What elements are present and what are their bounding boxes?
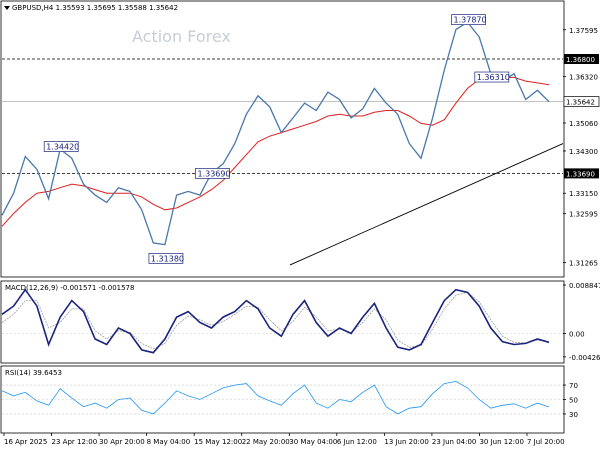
trendline <box>289 143 564 266</box>
rsi-tick-label: 30 <box>569 411 578 419</box>
date-tick-label: 7 Jul 20:00 <box>527 438 565 446</box>
price-pane-frame <box>0 0 565 278</box>
macd-tick-label: -0.004262 <box>569 354 600 362</box>
rsi-tick-label: 70 <box>569 382 578 390</box>
level-price-label: 1.36800 <box>566 56 595 64</box>
date-tick-label: 23 Jun 04:00 <box>432 438 476 446</box>
price-tick-label: 1.32595 <box>569 211 598 219</box>
symbol-dropdown-icon[interactable] <box>4 6 10 10</box>
date-tick-label: 30 Apr 20:00 <box>99 438 145 446</box>
current-price-label: 1.35642 <box>566 99 595 107</box>
price-annotation-box <box>148 252 184 264</box>
date-tick-label: 8 May 04:00 <box>147 438 191 446</box>
rsi-tick-label: 50 <box>569 397 578 405</box>
macd-signal-line <box>1 291 550 350</box>
macd-line <box>1 288 550 354</box>
date-tick-label: 22 May 20:00 <box>242 438 290 446</box>
price-annotation-label: 1.31380 <box>151 254 184 263</box>
macd-plot <box>1 288 563 354</box>
macd-axis: 0.008847 0.00 -0.004262 <box>563 282 600 362</box>
price-annotation-box <box>195 168 230 179</box>
price-tick-label: 1.33150 <box>569 190 598 198</box>
price-annotation-label: 1.33690 <box>197 169 230 178</box>
macd-tick-label: 0.008847 <box>569 282 600 290</box>
current-price-box <box>563 96 600 107</box>
price-annotation-box <box>474 71 510 83</box>
level-price-box <box>564 168 599 179</box>
date-tick-label: 30 Jun 12:00 <box>479 438 523 446</box>
symbol-label: GBPUSD,H4 1.35593 1.35695 1.35588 1.3564… <box>12 4 178 12</box>
price-annotation-box <box>43 141 79 152</box>
price-tick-label: 1.36320 <box>569 74 598 82</box>
date-tick-label: 13 Jun 20:00 <box>384 438 428 446</box>
rsi-line <box>1 380 550 415</box>
price-tick-label: 1.31265 <box>569 260 598 268</box>
price-line <box>1 21 550 246</box>
macd-pane-frame <box>0 280 565 364</box>
price-plot: 1.37870 1.36310 1.34420 1.33690 1.31380 <box>1 14 564 266</box>
date-tick-label: 30 May 04:00 <box>289 438 337 446</box>
date-tick-label: 23 Apr 12:00 <box>52 438 98 446</box>
price-annotation-label: 1.34420 <box>46 143 79 152</box>
rsi-label: RSI(14) 39.6453 <box>5 369 62 377</box>
macd-label: MACD(12,26,9) -0.001571 -0.001578 <box>5 284 134 292</box>
date-tick-label: 16 Apr 2025 <box>4 438 47 446</box>
rsi-plot <box>1 380 563 415</box>
price-annotation-label: 1.37870 <box>454 16 487 25</box>
date-tick-label: 6 Jun 12:00 <box>337 438 377 446</box>
level-price-box <box>564 54 599 65</box>
moving-average-line <box>1 76 550 227</box>
date-tick-label: 15 May 12:00 <box>194 438 242 446</box>
price-tick-label: 1.35060 <box>569 120 598 128</box>
price-annotation-label: 1.36310 <box>477 73 510 82</box>
price-tick-label: 1.37595 <box>569 27 598 35</box>
price-annotation-box <box>451 14 486 26</box>
level-price-label: 1.33690 <box>566 170 595 178</box>
macd-tick-label: 0.00 <box>569 331 585 339</box>
price-tick-label: 1.34300 <box>569 148 598 156</box>
date-axis: 16 Apr 2025 23 Apr 12:00 30 Apr 20:00 8 May… <box>3 433 565 446</box>
watermark-text: Action Forex <box>132 27 231 46</box>
rsi-axis: 70 50 30 <box>563 382 578 419</box>
price-axis: 1.37595 1.36320 1.35060 1.34300 1.33150 1.325… <box>563 27 600 268</box>
